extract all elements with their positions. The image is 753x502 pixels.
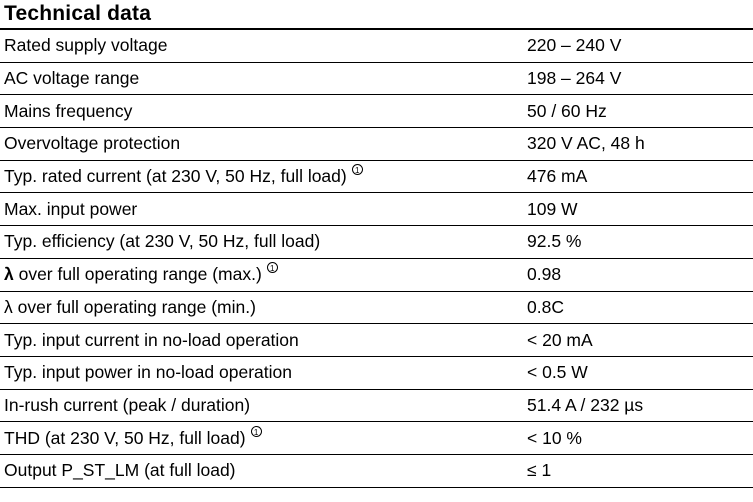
row-label: Output P_ST_LM (at full load) bbox=[4, 460, 236, 481]
row-label: Rated supply voltage bbox=[4, 35, 168, 56]
table-row: Overvoltage protection 320 V AC, 48 h bbox=[0, 128, 753, 161]
row-value: < 20 mA bbox=[527, 329, 593, 350]
table-row: In-rush current (peak / duration) 51.4 A… bbox=[0, 390, 753, 423]
footnote-marker: 1 bbox=[250, 425, 262, 437]
table-row: AC voltage range 198 – 264 V bbox=[0, 63, 753, 96]
row-value: 220 – 240 V bbox=[527, 35, 622, 56]
table-row: Rated supply voltage 220 – 240 V bbox=[0, 30, 753, 63]
footnote-marker: 1 bbox=[266, 262, 278, 274]
table-row: Output P_ST_LM (at full load) ≤ 1 bbox=[0, 455, 753, 488]
row-value: 320 V AC, 48 h bbox=[527, 133, 645, 154]
row-value: 0.8C bbox=[527, 296, 564, 317]
row-label: Mains frequency bbox=[4, 100, 133, 121]
row-label: In-rush current (peak / duration) bbox=[4, 394, 251, 415]
row-value: 50 / 60 Hz bbox=[527, 100, 607, 121]
row-label: Typ. input current in no-load operation bbox=[4, 329, 299, 350]
row-value: < 0.5 W bbox=[527, 362, 588, 383]
table-row: Typ. input power in no-load operation < … bbox=[0, 357, 753, 390]
row-value: < 10 % bbox=[527, 427, 582, 448]
row-label: THD (at 230 V, 50 Hz, full load) 1 bbox=[4, 422, 262, 454]
table-row: THD (at 230 V, 50 Hz, full load) 1 < 10 … bbox=[0, 422, 753, 455]
table-row: λ over full operating range (max.) 1 0.9… bbox=[0, 259, 753, 292]
table-row: Mains frequency 50 / 60 Hz bbox=[0, 95, 753, 129]
title-divider bbox=[0, 28, 753, 30]
table-row: Typ. efficiency (at 230 V, 50 Hz, full l… bbox=[0, 226, 753, 259]
row-label: Typ. input power in no-load operation bbox=[4, 362, 292, 383]
row-value: 109 W bbox=[527, 198, 578, 219]
row-label: Overvoltage protection bbox=[4, 133, 181, 154]
footnote-marker: 1 bbox=[351, 164, 363, 176]
row-value: 198 – 264 V bbox=[527, 68, 622, 89]
row-label: AC voltage range bbox=[4, 68, 140, 89]
technical-data-table: Rated supply voltage 220 – 240 V AC volt… bbox=[0, 30, 753, 488]
row-value: 92.5 % bbox=[527, 231, 582, 252]
table-row: Typ. rated current (at 230 V, 50 Hz, ful… bbox=[0, 161, 753, 194]
table-row: λ over full operating range (min.) 0.8C bbox=[0, 292, 753, 325]
row-label: Typ. rated current (at 230 V, 50 Hz, ful… bbox=[4, 161, 363, 193]
table-row: Max. input power 109 W bbox=[0, 193, 753, 227]
row-value: ≤ 1 bbox=[527, 460, 552, 481]
row-value: 476 mA bbox=[527, 166, 588, 187]
section-title: Technical data bbox=[4, 2, 152, 25]
row-label: Typ. efficiency (at 230 V, 50 Hz, full l… bbox=[4, 231, 321, 252]
row-value: 0.98 bbox=[527, 264, 562, 285]
table-row: Typ. input current in no-load operation … bbox=[0, 324, 753, 357]
row-value: 51.4 A / 232 µs bbox=[527, 394, 644, 415]
row-label: Max. input power bbox=[4, 198, 138, 219]
row-label: λ over full operating range (min.) bbox=[4, 296, 256, 317]
lambda-symbol: λ bbox=[4, 264, 14, 285]
row-label: λ over full operating range (max.) 1 bbox=[4, 259, 278, 291]
